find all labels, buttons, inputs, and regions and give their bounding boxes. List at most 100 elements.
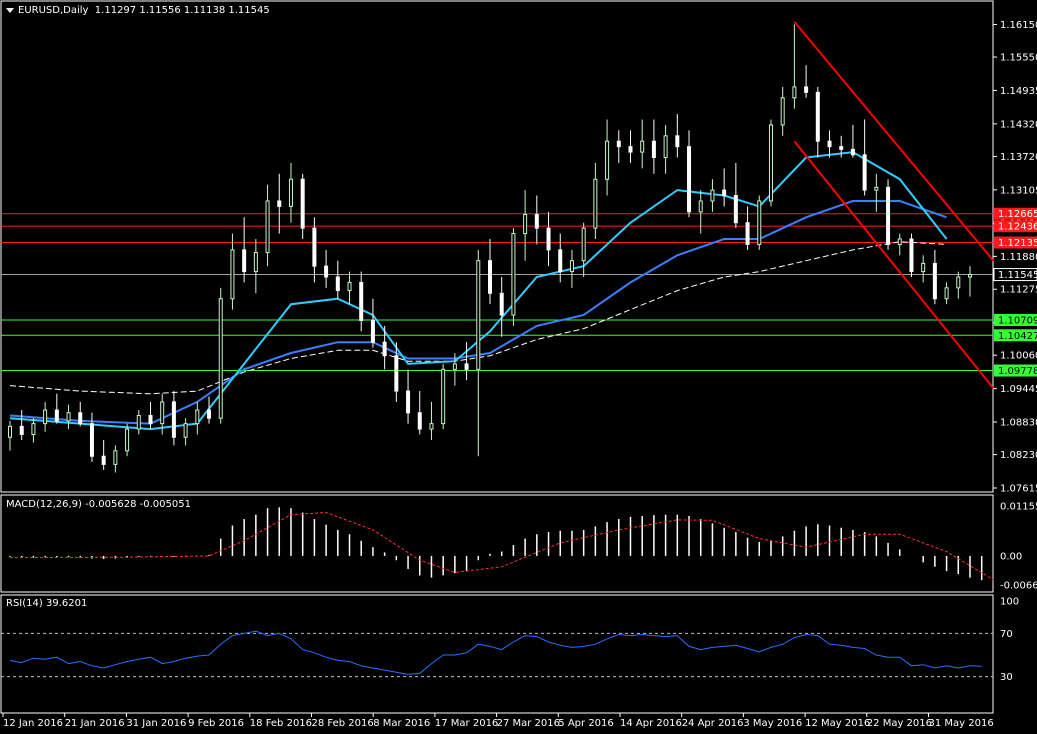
candle-body	[19, 425, 24, 436]
candle-body	[499, 292, 504, 316]
candle-body	[710, 189, 715, 202]
candle-body	[839, 146, 844, 150]
candle-body	[417, 412, 422, 430]
y-tick-label: 1.14935	[1000, 86, 1037, 97]
candle-body	[874, 186, 879, 191]
y-tick-label: 1.14320	[1000, 119, 1037, 130]
candle-body	[593, 178, 598, 229]
candle-body	[546, 227, 551, 251]
macd-y-tick-label: 0.01155	[1000, 501, 1037, 512]
candle-body	[8, 425, 12, 438]
candle-body	[101, 455, 106, 465]
x-tick-label: 22 May 2016	[867, 718, 932, 729]
x-tick-label: 31 Jan 2016	[126, 718, 186, 729]
y-tick-label: 1.13720	[1000, 152, 1037, 163]
candle-body	[452, 363, 457, 370]
ohlc-label: 1.11297 1.11556 1.11138 1.11545	[94, 5, 270, 16]
candle-body	[698, 200, 703, 213]
candle-body	[476, 260, 481, 370]
candle-body	[148, 414, 153, 425]
price-level-tag	[994, 329, 1037, 342]
price-level-tag	[994, 236, 1037, 249]
candle-body	[288, 178, 293, 207]
price-level-label: 1.12135	[998, 238, 1037, 249]
candle-body	[347, 281, 352, 292]
candle-body	[230, 249, 235, 300]
x-tick-label: 31 May 2016	[929, 718, 994, 729]
symbol-header[interactable]: EURUSD,Daily 1.11297 1.11556 1.11138 1.1…	[6, 5, 270, 16]
rsi-plot	[1, 630, 993, 678]
candle-body	[733, 195, 738, 224]
channel-trendline	[793, 21, 995, 262]
rsi-line	[9, 630, 982, 675]
x-tick-label: 17 Mar 2016	[435, 718, 498, 729]
candle-body	[827, 140, 832, 148]
candle-body	[242, 249, 247, 273]
candle-body	[850, 148, 855, 156]
candle-body	[54, 409, 59, 422]
y-tick-label: 1.11275	[1000, 285, 1037, 296]
candle-body	[382, 341, 387, 357]
rsi-header: RSI(14) 39.6201	[6, 598, 88, 609]
dropdown-arrow-icon[interactable]	[6, 7, 14, 13]
rsi-y-tick-label: 70	[1000, 629, 1013, 640]
candle-body	[183, 423, 188, 438]
candle-body	[605, 140, 610, 180]
candle-body	[441, 368, 446, 425]
candle-body	[253, 252, 258, 273]
y-tick-label: 1.09445	[1000, 384, 1037, 395]
x-tick-label: 8 Mar 2016	[373, 718, 430, 729]
macd-y-tick-label: -0.00669	[1000, 580, 1037, 591]
candle-body	[687, 146, 692, 213]
symbol-timeframe-label: EURUSD,Daily	[18, 5, 89, 16]
x-tick-label: 18 Feb 2016	[250, 718, 312, 729]
candle-body	[792, 86, 797, 99]
candle-body	[335, 276, 340, 292]
x-tick-label: 28 Feb 2016	[312, 718, 374, 729]
y-tick-label: 1.15550	[1000, 53, 1037, 64]
macd-pane[interactable]	[0, 494, 994, 593]
candle-body	[558, 249, 563, 273]
candle-body	[277, 200, 282, 207]
candle-body	[125, 428, 130, 452]
axis-labels: 1.16150 1.15550 1.14935 1.14320 1.13720 1.131…	[2, 20, 1037, 729]
candle-body	[523, 214, 528, 235]
candle-body	[195, 409, 200, 425]
candle-body	[359, 281, 364, 321]
candle-body	[921, 262, 926, 273]
candle-body	[569, 260, 574, 273]
candle-body	[886, 186, 891, 245]
candle-body	[265, 200, 270, 254]
y-tick-label: 1.08830	[1000, 418, 1037, 429]
candle-body	[31, 423, 36, 436]
candle-body	[757, 200, 762, 245]
candle-body	[300, 178, 305, 229]
candle-body	[370, 319, 375, 343]
x-tick-label: 9 Feb 2016	[188, 718, 244, 729]
candle-body	[406, 390, 411, 414]
price-level-label: 1.10709	[998, 315, 1037, 326]
candle-body	[815, 91, 820, 142]
x-tick-label: 24 Apr 2016	[682, 718, 744, 729]
candle-body	[616, 140, 621, 148]
price-level-tag	[994, 220, 1037, 233]
y-tick-label: 1.07615	[1000, 484, 1037, 495]
candle-body	[312, 227, 317, 267]
candle-body	[780, 97, 785, 126]
candle-body	[932, 262, 937, 300]
x-tick-label: 21 Jan 2016	[65, 718, 125, 729]
x-tick-label: 27 Mar 2016	[497, 718, 560, 729]
candle-body	[113, 450, 118, 465]
x-tick-label: 5 Apr 2016	[558, 718, 613, 729]
candle-body	[534, 214, 539, 229]
candle-body	[956, 276, 961, 289]
candle-body	[651, 140, 656, 159]
main-pane[interactable]	[0, 0, 994, 493]
macd-y-tick-label: 0.00	[1000, 551, 1022, 562]
ma-fast-line	[9, 151, 948, 431]
price-level-tag	[994, 313, 1037, 326]
x-tick-label: 12 Jan 2016	[3, 718, 63, 729]
candle-body	[136, 414, 141, 430]
